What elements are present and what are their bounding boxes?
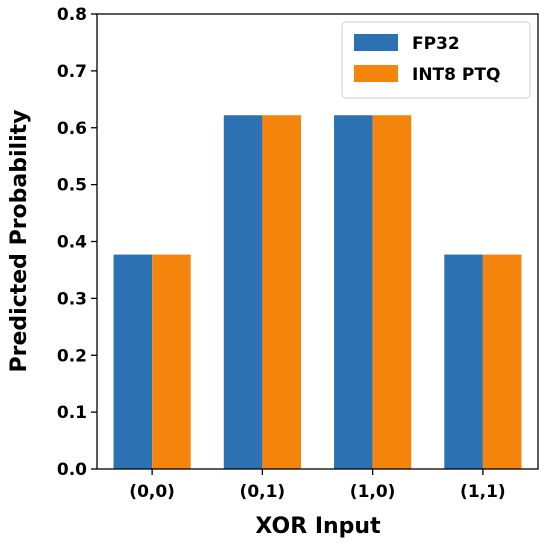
legend-swatch-int8-ptq: [354, 65, 398, 82]
y-tick-label: 0.5: [57, 176, 87, 196]
bar-fp32-3: [334, 115, 373, 470]
bars-group: [113, 115, 522, 470]
y-tick-label: 0.4: [57, 233, 87, 253]
y-tick-label: 0.8: [57, 5, 87, 25]
x-tick-label: (0,0): [129, 482, 175, 502]
plot-frame: [96, 13, 539, 470]
y-axis-title: Predicted Probability: [7, 110, 32, 373]
y-tick-label: 0.1: [57, 403, 87, 423]
bar-fp32-1: [113, 254, 153, 469]
x-tick-label: (1,1): [460, 482, 506, 502]
bar-fp32-2: [223, 115, 263, 470]
x-tick-label: (0,1): [240, 482, 286, 502]
y-tick-label: 0.2: [57, 346, 87, 366]
x-axis: (0,0) (0,1) (1,0) (1,1): [129, 469, 506, 502]
x-axis-title: XOR Input: [255, 514, 381, 539]
legend: FP32 INT8 PTQ: [341, 21, 531, 99]
bar-int8-ptq-4: [482, 254, 522, 469]
legend-label-int8-ptq: INT8 PTQ: [412, 65, 500, 85]
bar-int8-ptq-2: [262, 115, 301, 470]
y-tick-label: 0.0: [57, 460, 87, 480]
bar-int8-ptq-3: [372, 115, 412, 470]
bar-fp32-4: [444, 254, 483, 469]
legend-label-fp32: FP32: [412, 34, 460, 54]
y-tick-label: 0.3: [57, 289, 87, 309]
y-tick-label: 0.6: [57, 119, 87, 139]
legend-swatch-fp32: [354, 34, 398, 51]
x-tick-label: (1,0): [350, 482, 396, 502]
bar-int8-ptq-1: [152, 254, 191, 469]
y-tick-label: 0.7: [57, 62, 87, 82]
y-axis: 0.0 0.1 0.2 0.3 0.4 0.5 0.6 0.7 0.8: [57, 5, 97, 480]
